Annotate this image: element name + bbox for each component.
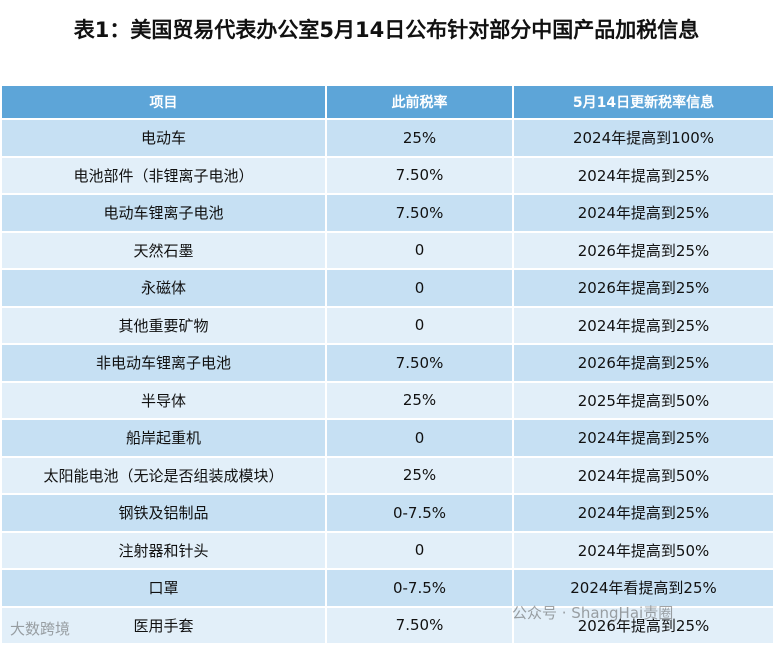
table-row: 医用手套 7.50% 2026年提高到25% [0,605,773,645]
table-row: 天然石墨 0 2026年提高到25% [0,230,773,270]
table-row: 永磁体 0 2026年提高到25% [0,268,773,308]
column-header: 项目 [0,84,327,120]
column-header: 此前税率 [325,84,514,120]
table-cell: 永磁体 [0,268,327,308]
table-cell: 25% [325,118,514,158]
table-row: 船岸起重机 0 2024年提高到25% [0,418,773,458]
table-cell: 注射器和针头 [0,530,327,570]
table-body: 电动车 25% 2024年提高到100% 电池部件（非锂离子电池） 7.50% 2024年… [0,118,773,645]
table-cell: 2024年提高到25% [512,155,773,195]
table-row: 其他重要矿物 0 2024年提高到25% [0,305,773,345]
table-row: 注射器和针头 0 2024年提高到50% [0,530,773,570]
table-cell: 0-7.5% [325,568,514,608]
table-cell: 2024年提高到50% [512,530,773,570]
table-cell: 钢铁及铝制品 [0,493,327,533]
table-cell: 25% [325,380,514,420]
table-cell: 2024年提高到25% [512,493,773,533]
table-cell: 7.50% [325,155,514,195]
table-row: 太阳能电池（无论是否组装成模块） 25% 2024年提高到50% [0,455,773,495]
table-cell: 电动车锂离子电池 [0,193,327,233]
table-cell: 0 [325,418,514,458]
table-cell: 2026年提高到25% [512,605,773,645]
table-cell: 25% [325,455,514,495]
table-cell: 7.50% [325,605,514,645]
table-cell: 电动车 [0,118,327,158]
table-cell: 医用手套 [0,605,327,645]
table-cell: 2025年提高到50% [512,380,773,420]
column-header: 5月14日更新税率信息 [512,84,773,120]
table-cell: 2024年提高到25% [512,418,773,458]
table-cell: 天然石墨 [0,230,327,270]
table-row: 钢铁及铝制品 0-7.5% 2024年提高到25% [0,493,773,533]
table-cell: 2026年提高到25% [512,268,773,308]
title: 表1：美国贸易代表办公室5月14日公布针对部分中国产品加税信息 [73,18,700,42]
table-cell: 2024年提高到25% [512,305,773,345]
table-cell: 2026年提高到25% [512,343,773,383]
watermark: 公众号 · ShangHai责圈 [512,604,674,622]
table: 项目 此前税率 5月14日更新税率信息 电动车 25% 2024年提高到100% 电池部件… [0,84,773,645]
table-cell: 0 [325,230,514,270]
table-row: 电动车锂离子电池 7.50% 2024年提高到25% [0,193,773,233]
table-cell: 其他重要矿物 [0,305,327,345]
table-cell: 7.50% [325,193,514,233]
table-cell: 2026年提高到25% [512,230,773,270]
table-cell: 2024年提高到50% [512,455,773,495]
table-cell: 0 [325,530,514,570]
header-row: 项目 此前税率 5月14日更新税率信息 [0,84,773,120]
table-cell: 2024年提高到100% [512,118,773,158]
table-cell: 2024年看提高到25% [512,568,773,608]
table-cell: 电池部件（非锂离子电池） [0,155,327,195]
table-cell: 2024年提高到25% [512,193,773,233]
table-cell: 0 [325,305,514,345]
table-row: 非电动车锂离子电池 7.50% 2026年提高到25% [0,343,773,383]
table-cell: 太阳能电池（无论是否组装成模块） [0,455,327,495]
table-cell: 非电动车锂离子电池 [0,343,327,383]
table-cell: 0-7.5% [325,493,514,533]
table-cell: 0 [325,268,514,308]
table-row: 半导体 25% 2025年提高到50% [0,380,773,420]
table-row: 电动车 25% 2024年提高到100% [0,118,773,158]
table-cell: 口罩 [0,568,327,608]
table-cell: 7.50% [325,343,514,383]
table-cell: 船岸起重机 [0,418,327,458]
table-row: 口罩 0-7.5% 2024年看提高到25% [0,568,773,608]
table-row: 电池部件（非锂离子电池） 7.50% 2024年提高到25% [0,155,773,195]
table-cell: 半导体 [0,380,327,420]
watermark: 大数跨境 [10,620,71,638]
